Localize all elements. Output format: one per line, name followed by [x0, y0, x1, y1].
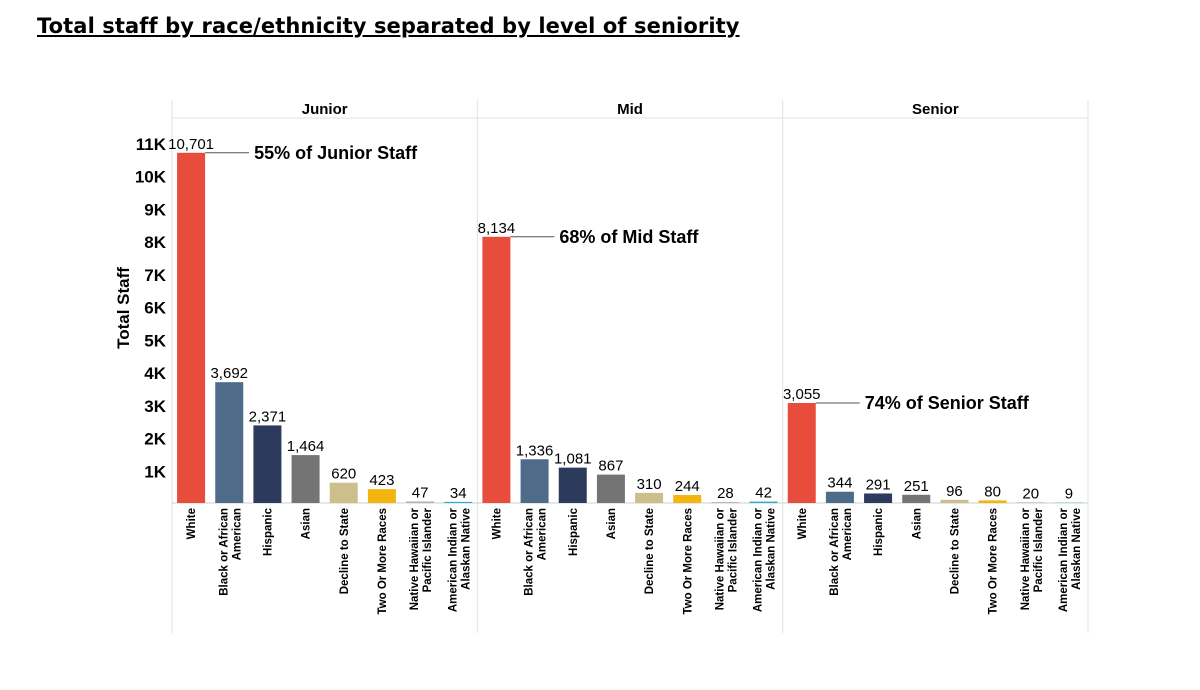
- value-label-mid-white: 8,134: [478, 220, 516, 237]
- category-label-junior-american-indian-or-alaskan-native: American Indian orAlaskan Native: [447, 507, 472, 612]
- bar-junior-white: [177, 152, 206, 503]
- bar-mid-asian: [596, 474, 625, 503]
- y-tick-label-10k: 10K: [135, 168, 167, 187]
- bar-senior-two-or-more-races: [978, 500, 1007, 503]
- value-label-mid-hispanic: 1,081: [554, 451, 592, 468]
- y-axis-title: Total Staff: [114, 267, 133, 349]
- bar-senior-asian: [902, 494, 931, 503]
- bar-senior-white: [787, 403, 816, 503]
- value-label-junior-hispanic: 2,371: [249, 408, 287, 425]
- category-label-senior-asian: Asian: [911, 508, 923, 539]
- y-tick-label-5k: 5K: [144, 331, 166, 350]
- annotation-mid: 68% of Mid Staff: [559, 227, 699, 247]
- bar-mid-hispanic: [558, 467, 587, 503]
- category-label-mid-black-or-african-american: Black or AfricanAmerican: [524, 508, 549, 596]
- value-label-senior-two-or-more-races: 80: [984, 483, 1001, 500]
- value-label-mid-native-hawaiian-or-pacific-islander: 28: [717, 485, 734, 502]
- panel-header-junior: Junior: [302, 101, 348, 118]
- category-label-senior-white: White: [797, 508, 809, 539]
- category-label-mid-american-indian-or-alaskan-native: American Indian orAlaskan Native: [753, 507, 778, 612]
- value-label-senior-black-or-african-american: 344: [827, 475, 852, 492]
- y-tick-label-3k: 3K: [144, 397, 166, 416]
- annotation-junior: 55% of Junior Staff: [254, 143, 418, 163]
- panel-header-senior: Senior: [912, 101, 959, 118]
- value-label-junior-native-hawaiian-or-pacific-islander: 47: [412, 484, 429, 501]
- bar-junior-black-or-african-american: [215, 382, 244, 503]
- value-label-senior-american-indian-or-alaskan-native: 9: [1065, 486, 1073, 503]
- value-label-junior-decline-to-state: 620: [331, 466, 356, 483]
- bar-junior-asian: [291, 455, 320, 503]
- category-label-senior-black-or-african-american: Black or AfricanAmerican: [829, 508, 854, 596]
- value-label-junior-two-or-more-races: 423: [369, 472, 394, 489]
- y-tick-label-2k: 2K: [144, 430, 166, 449]
- y-tick-label-7k: 7K: [144, 266, 166, 285]
- value-label-senior-decline-to-state: 96: [946, 483, 963, 500]
- category-label-senior-american-indian-or-alaskan-native: American Indian orAlaskan Native: [1058, 507, 1083, 612]
- value-label-senior-hispanic: 291: [866, 476, 891, 493]
- bar-junior-decline-to-state: [329, 482, 358, 503]
- y-tick-label-1k: 1K: [144, 462, 166, 481]
- value-label-mid-asian: 867: [598, 458, 623, 475]
- value-label-senior-asian: 251: [904, 478, 929, 495]
- category-label-junior-black-or-african-american: Black or AfricanAmerican: [218, 508, 243, 596]
- bar-senior-decline-to-state: [940, 499, 969, 503]
- bar-junior-hispanic: [253, 425, 282, 503]
- category-label-mid-asian: Asian: [606, 508, 618, 539]
- y-tick-label-9k: 9K: [144, 200, 166, 219]
- bar-mid-two-or-more-races: [673, 495, 702, 503]
- category-label-mid-two-or-more-races: Two Or More Races: [682, 508, 694, 615]
- category-label-junior-native-hawaiian-or-pacific-islander: Native Hawaiian orPacific Islander: [409, 507, 434, 610]
- y-tick-label-8k: 8K: [144, 233, 166, 252]
- bar-mid-decline-to-state: [635, 492, 664, 503]
- chart-title: Total staff by race/ethnicity separated …: [37, 14, 740, 38]
- bar-mid-black-or-african-american: [520, 459, 549, 503]
- bar-senior-hispanic: [864, 493, 893, 503]
- category-label-junior-decline-to-state: Decline to State: [339, 508, 351, 594]
- bar-senior-native-hawaiian-or-pacific-islander: [1016, 502, 1045, 503]
- category-label-senior-native-hawaiian-or-pacific-islander: Native Hawaiian orPacific Islander: [1020, 507, 1045, 610]
- panel-header-mid: Mid: [617, 101, 643, 118]
- value-label-mid-decline-to-state: 310: [637, 476, 662, 493]
- bar-mid-white: [482, 236, 511, 503]
- category-label-mid-native-hawaiian-or-pacific-islander: Native Hawaiian orPacific Islander: [714, 507, 739, 610]
- bar-mid-american-indian-or-alaskan-native: [749, 501, 778, 503]
- y-tick-label-11k: 11K: [136, 135, 167, 154]
- value-label-junior-american-indian-or-alaskan-native: 34: [450, 485, 467, 502]
- bar-senior-black-or-african-american: [825, 491, 854, 503]
- bar-junior-american-indian-or-alaskan-native: [444, 501, 473, 503]
- category-label-junior-hispanic: Hispanic: [262, 507, 274, 556]
- category-label-junior-asian: Asian: [301, 508, 313, 539]
- y-tick-label-6k: 6K: [144, 299, 166, 318]
- category-label-senior-hispanic: Hispanic: [873, 507, 885, 556]
- y-tick-label-4k: 4K: [144, 364, 166, 383]
- category-label-mid-hispanic: Hispanic: [568, 507, 580, 556]
- bar-junior-native-hawaiian-or-pacific-islander: [406, 501, 435, 503]
- category-label-senior-two-or-more-races: Two Or More Races: [988, 508, 1000, 615]
- value-label-junior-black-or-african-american: 3,692: [210, 365, 248, 382]
- annotation-senior: 74% of Senior Staff: [865, 393, 1030, 413]
- category-label-mid-decline-to-state: Decline to State: [644, 508, 656, 594]
- value-label-mid-two-or-more-races: 244: [675, 478, 700, 495]
- category-label-junior-two-or-more-races: Two Or More Races: [377, 508, 389, 615]
- value-label-junior-white: 10,701: [168, 136, 214, 153]
- value-label-senior-white: 3,055: [783, 386, 821, 403]
- value-label-junior-asian: 1,464: [287, 438, 325, 455]
- value-label-senior-native-hawaiian-or-pacific-islander: 20: [1022, 485, 1039, 502]
- value-label-mid-black-or-african-american: 1,336: [516, 442, 554, 459]
- category-label-mid-white: White: [491, 508, 503, 539]
- bar-mid-native-hawaiian-or-pacific-islander: [711, 502, 740, 503]
- category-label-junior-white: White: [186, 508, 198, 539]
- category-label-senior-decline-to-state: Decline to State: [949, 508, 961, 594]
- value-label-mid-american-indian-or-alaskan-native: 42: [755, 485, 772, 502]
- bar-junior-two-or-more-races: [367, 489, 396, 503]
